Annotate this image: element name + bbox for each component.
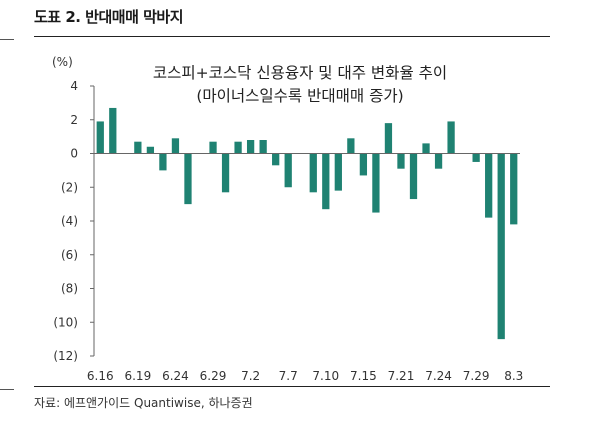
bar	[146, 146, 155, 154]
top-rule	[34, 36, 550, 37]
y-tick-label: 4	[70, 79, 78, 93]
bar	[234, 141, 242, 154]
bar-series	[96, 107, 518, 340]
bar	[284, 153, 292, 188]
y-axis: 4 2 0 (2) (4) (6) (8) (10) (12)	[53, 79, 95, 363]
edge-mark-top	[0, 39, 14, 40]
chart-subtitle: (마이너스일수록 반대매매 증가)	[196, 87, 403, 105]
x-tick-label: 6.16	[87, 369, 114, 383]
bar	[510, 153, 518, 225]
bar	[159, 153, 167, 171]
y-tick-label: (6)	[61, 248, 78, 262]
bar	[184, 153, 192, 205]
y-tick-label: 0	[70, 147, 78, 161]
y-tick-label: (8)	[61, 282, 78, 296]
x-tick-label: 7.29	[463, 369, 490, 383]
bar	[485, 153, 493, 218]
x-tick-label: 7.2	[241, 369, 260, 383]
bar	[134, 141, 142, 154]
bottom-rule	[34, 386, 550, 387]
bar	[322, 153, 330, 210]
bar	[497, 153, 505, 340]
y-tick-label: (4)	[61, 214, 78, 228]
x-axis: 6.16 6.19 6.24 6.29 7.2 7.7 7.10 7.15 7.21 7.24 7.…	[87, 153, 523, 383]
bar	[109, 107, 117, 154]
bar	[372, 153, 380, 213]
bar	[309, 153, 317, 193]
bar	[221, 153, 230, 193]
y-unit-label: (%)	[52, 55, 73, 69]
bar	[246, 140, 255, 154]
x-tick-label: 6.29	[200, 369, 227, 383]
y-tick-label: (2)	[61, 180, 78, 194]
figure-title: 도표 2. 반대매매 막바지	[34, 8, 184, 26]
bar	[359, 153, 368, 176]
bar	[334, 153, 342, 191]
x-tick-label: 7.21	[388, 369, 415, 383]
bar	[409, 153, 418, 200]
y-tick-label: (12)	[53, 349, 78, 363]
x-tick-label: 6.19	[124, 369, 151, 383]
bar	[447, 121, 455, 154]
x-tick-label: 8.3	[504, 369, 523, 383]
x-tick-label: 7.15	[350, 369, 377, 383]
bar	[397, 153, 405, 169]
bar	[171, 138, 180, 154]
source-note: 자료: 에프앤가이드 Quantiwise, 하나증권	[34, 396, 253, 410]
bar	[209, 141, 217, 154]
bar	[259, 140, 267, 154]
x-tick-label: 6.24	[162, 369, 189, 383]
bar	[272, 153, 280, 166]
x-tick-label: 7.7	[279, 369, 298, 383]
edge-mark-bottom	[0, 389, 14, 390]
y-tick-label: 2	[70, 113, 78, 127]
bar	[434, 153, 443, 169]
bar	[347, 138, 355, 154]
x-tick-label: 7.24	[425, 369, 452, 383]
bar	[422, 143, 430, 154]
y-tick-label: (10)	[53, 315, 78, 329]
chart-title: 코스피+코스닥 신용융자 및 대주 변화율 추이	[153, 64, 447, 82]
bar	[96, 121, 104, 154]
x-tick-label: 7.10	[312, 369, 339, 383]
bar	[472, 153, 480, 162]
bar	[384, 123, 393, 154]
